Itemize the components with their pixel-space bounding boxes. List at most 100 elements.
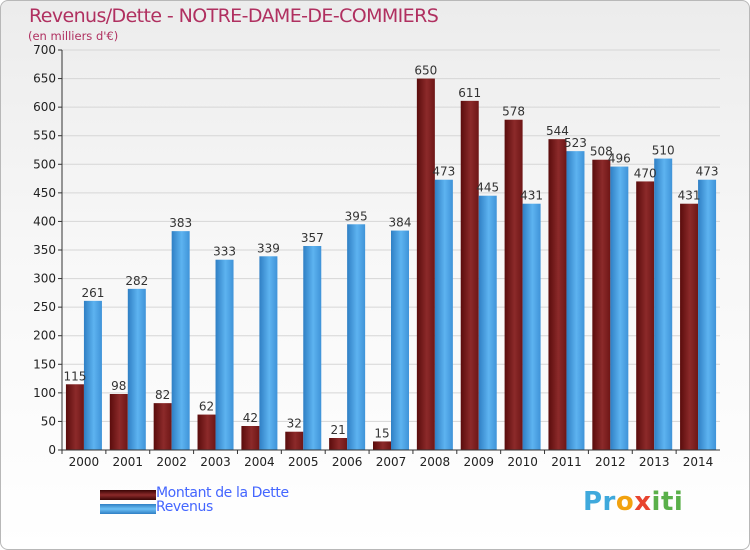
bar-debt bbox=[460, 100, 479, 450]
bar-revenue bbox=[391, 230, 409, 450]
bar-revenue-value-label: 473 bbox=[432, 165, 455, 179]
bar-revenue bbox=[347, 224, 366, 450]
x-tick-label: 2006 bbox=[332, 455, 363, 469]
bar-debt-value-label: 21 bbox=[330, 423, 345, 437]
x-tick-label: 2009 bbox=[463, 455, 494, 469]
legend-swatch-revenue bbox=[100, 504, 156, 514]
y-tick-label: 400 bbox=[33, 214, 56, 228]
bar-debt bbox=[285, 431, 304, 450]
x-tick-label: 2000 bbox=[69, 455, 100, 469]
y-tick-label: 500 bbox=[33, 157, 56, 171]
bar-revenue-value-label: 510 bbox=[652, 144, 675, 158]
bar-revenue-value-label: 473 bbox=[696, 165, 719, 179]
bar-debt bbox=[373, 441, 391, 450]
bar-debt bbox=[65, 384, 84, 450]
bar-revenue bbox=[303, 246, 322, 450]
bar-revenue-value-label: 431 bbox=[520, 189, 543, 203]
bar-revenue bbox=[215, 259, 234, 450]
y-tick-label: 350 bbox=[33, 243, 56, 257]
bar-revenue bbox=[171, 231, 190, 450]
bar-revenue-value-label: 339 bbox=[257, 241, 280, 255]
bar-debt-value-label: 15 bbox=[374, 426, 389, 440]
y-tick-label: 650 bbox=[33, 72, 56, 86]
bar-debt bbox=[197, 414, 216, 450]
x-tick-label: 2007 bbox=[376, 455, 407, 469]
bar-debt-value-label: 115 bbox=[63, 369, 86, 383]
y-tick-label: 50 bbox=[41, 414, 56, 428]
bar-revenue bbox=[434, 179, 453, 450]
bar-debt bbox=[680, 203, 699, 450]
bar-revenue bbox=[698, 179, 717, 450]
x-tick-label: 2013 bbox=[639, 455, 670, 469]
x-tick-label: 2011 bbox=[551, 455, 582, 469]
bar-debt-value-label: 62 bbox=[199, 400, 214, 414]
bar-debt-value-label: 611 bbox=[458, 86, 481, 100]
bar-debt-value-label: 32 bbox=[287, 417, 302, 431]
bar-debt bbox=[416, 78, 435, 451]
chart-title: Revenus/Dette - NOTRE-DAME-DE-COMMIERS bbox=[29, 5, 439, 27]
y-tick-label: 200 bbox=[33, 329, 56, 343]
bar-revenue bbox=[83, 300, 102, 450]
bar-revenue-value-label: 395 bbox=[345, 209, 368, 223]
x-tick-label: 2001 bbox=[113, 455, 144, 469]
x-tick-label: 2004 bbox=[244, 455, 275, 469]
bar-debt-value-label: 42 bbox=[243, 411, 258, 425]
bar-revenue bbox=[259, 256, 278, 450]
chart-subtitle: (en milliers d'€) bbox=[28, 29, 119, 43]
bar-revenue-value-label: 357 bbox=[301, 231, 324, 245]
bar-revenue bbox=[566, 151, 585, 450]
proxiti-logo: Proxiti bbox=[583, 487, 683, 517]
bar-revenue-value-label: 333 bbox=[213, 245, 236, 259]
legend-label-debt: Montant de la Dette bbox=[156, 485, 289, 501]
logo-part-1: Pr bbox=[583, 487, 616, 517]
bar-revenue bbox=[478, 195, 497, 450]
logo-part-4: iti bbox=[651, 487, 684, 517]
bar-revenue-value-label: 496 bbox=[608, 152, 631, 166]
bar-revenue-value-label: 445 bbox=[476, 181, 499, 195]
x-tick-label: 2003 bbox=[200, 455, 231, 469]
bar-revenue bbox=[127, 288, 146, 450]
bar-revenue-value-label: 384 bbox=[389, 216, 412, 230]
bar-debt-value-label: 578 bbox=[502, 105, 525, 119]
bar-revenue bbox=[610, 166, 629, 451]
bar-revenue-value-label: 261 bbox=[81, 286, 104, 300]
bar-revenue bbox=[654, 158, 673, 451]
logo-part-3: x bbox=[634, 487, 652, 517]
bar-debt bbox=[153, 403, 172, 450]
bar-debt bbox=[329, 438, 348, 450]
bar-debt-value-label: 431 bbox=[678, 189, 701, 203]
bar-debt bbox=[504, 119, 523, 450]
bar-debt-value-label: 650 bbox=[414, 64, 437, 78]
bar-revenue bbox=[522, 203, 541, 450]
y-tick-label: 300 bbox=[33, 272, 56, 286]
bar-revenue-value-label: 523 bbox=[564, 136, 587, 150]
bar-debt bbox=[241, 426, 260, 450]
x-tick-label: 2010 bbox=[507, 455, 538, 469]
x-tick-label: 2008 bbox=[420, 455, 451, 469]
x-tick-label: 2014 bbox=[683, 455, 714, 469]
bar-debt bbox=[109, 394, 128, 450]
bar-debt-value-label: 470 bbox=[634, 166, 657, 180]
bar-debt bbox=[592, 159, 611, 450]
bar-debt bbox=[548, 139, 567, 450]
legend-label-revenue: Revenus bbox=[156, 499, 213, 515]
y-tick-label: 700 bbox=[33, 43, 56, 57]
logo-part-2: o bbox=[615, 487, 635, 517]
y-tick-label: 100 bbox=[33, 386, 56, 400]
bar-debt-value-label: 82 bbox=[155, 388, 170, 402]
x-tick-label: 2005 bbox=[288, 455, 319, 469]
bar-debt-value-label: 98 bbox=[111, 379, 126, 393]
y-tick-label: 0 bbox=[48, 443, 56, 457]
y-tick-label: 150 bbox=[33, 357, 56, 371]
legend-swatch-debt bbox=[100, 490, 156, 500]
x-tick-label: 2002 bbox=[156, 455, 187, 469]
y-tick-label: 600 bbox=[33, 100, 56, 114]
bar-debt bbox=[636, 181, 655, 450]
y-tick-label: 450 bbox=[33, 186, 56, 200]
bar-debt-value-label: 508 bbox=[590, 145, 613, 159]
bar-revenue-value-label: 282 bbox=[125, 274, 148, 288]
bar-revenue-value-label: 383 bbox=[169, 216, 192, 230]
bar-debt-value-label: 544 bbox=[546, 124, 569, 138]
y-tick-label: 550 bbox=[33, 129, 56, 143]
